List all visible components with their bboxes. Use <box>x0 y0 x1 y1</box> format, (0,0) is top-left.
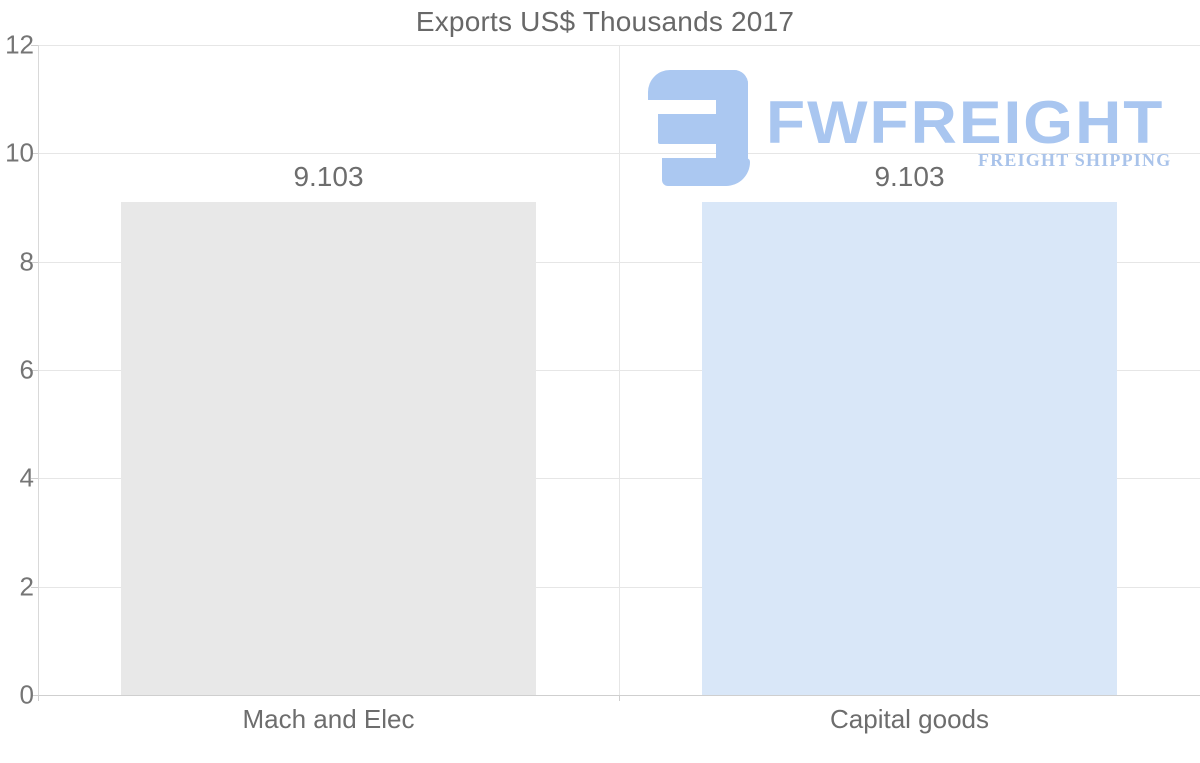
y-tick-label-8: 8 <box>19 246 34 277</box>
bar-capital-goods <box>702 201 1117 695</box>
y-tick-label-10: 10 <box>5 137 34 168</box>
y-tick-mark-10 <box>31 153 38 155</box>
y-tick-label-6: 6 <box>19 354 34 385</box>
y-tick-label-4: 4 <box>19 462 34 493</box>
x-tick-mark-1 <box>619 695 620 701</box>
y-tick-label-0: 0 <box>19 679 34 710</box>
y-tick-mark-0 <box>31 695 38 696</box>
bar-value-label-0: 9.103 <box>293 160 364 192</box>
plot-area <box>38 45 1200 696</box>
gridline-x-band-divider <box>619 45 620 695</box>
fwfreight-logo-icon <box>648 68 750 186</box>
logo-text-block: FWFREIGHT FREIGHT SHIPPING <box>750 68 1170 186</box>
logo-icon-middle-arm <box>658 114 720 144</box>
bar-mach-and-elec <box>121 201 536 695</box>
y-tick-mark-12 <box>31 45 38 46</box>
logo-icon-foot <box>662 158 750 186</box>
watermark-brand-text: FWFREIGHT <box>766 88 1165 156</box>
bar-value-label-1: 9.103 <box>874 160 945 192</box>
y-tick-label-2: 2 <box>19 571 34 602</box>
y-tick-label-12: 12 <box>5 29 34 60</box>
y-axis-line <box>38 45 39 701</box>
y-tick-mark-2 <box>31 586 38 588</box>
logo-icon-stem <box>716 70 748 162</box>
y-tick-mark-4 <box>31 478 38 480</box>
x-category-label-1: Capital goods <box>830 704 989 734</box>
watermark-logo: FWFREIGHT FREIGHT SHIPPING <box>648 68 1170 186</box>
x-category-label-0: Mach and Elec <box>242 704 415 734</box>
watermark-tagline-text: FREIGHT SHIPPING <box>978 150 1172 170</box>
chart-title: Exports US$ Thousands 2017 <box>415 6 795 37</box>
y-tick-mark-8 <box>31 261 38 263</box>
x-tick-mark-0 <box>38 695 39 701</box>
y-tick-mark-6 <box>31 370 38 371</box>
